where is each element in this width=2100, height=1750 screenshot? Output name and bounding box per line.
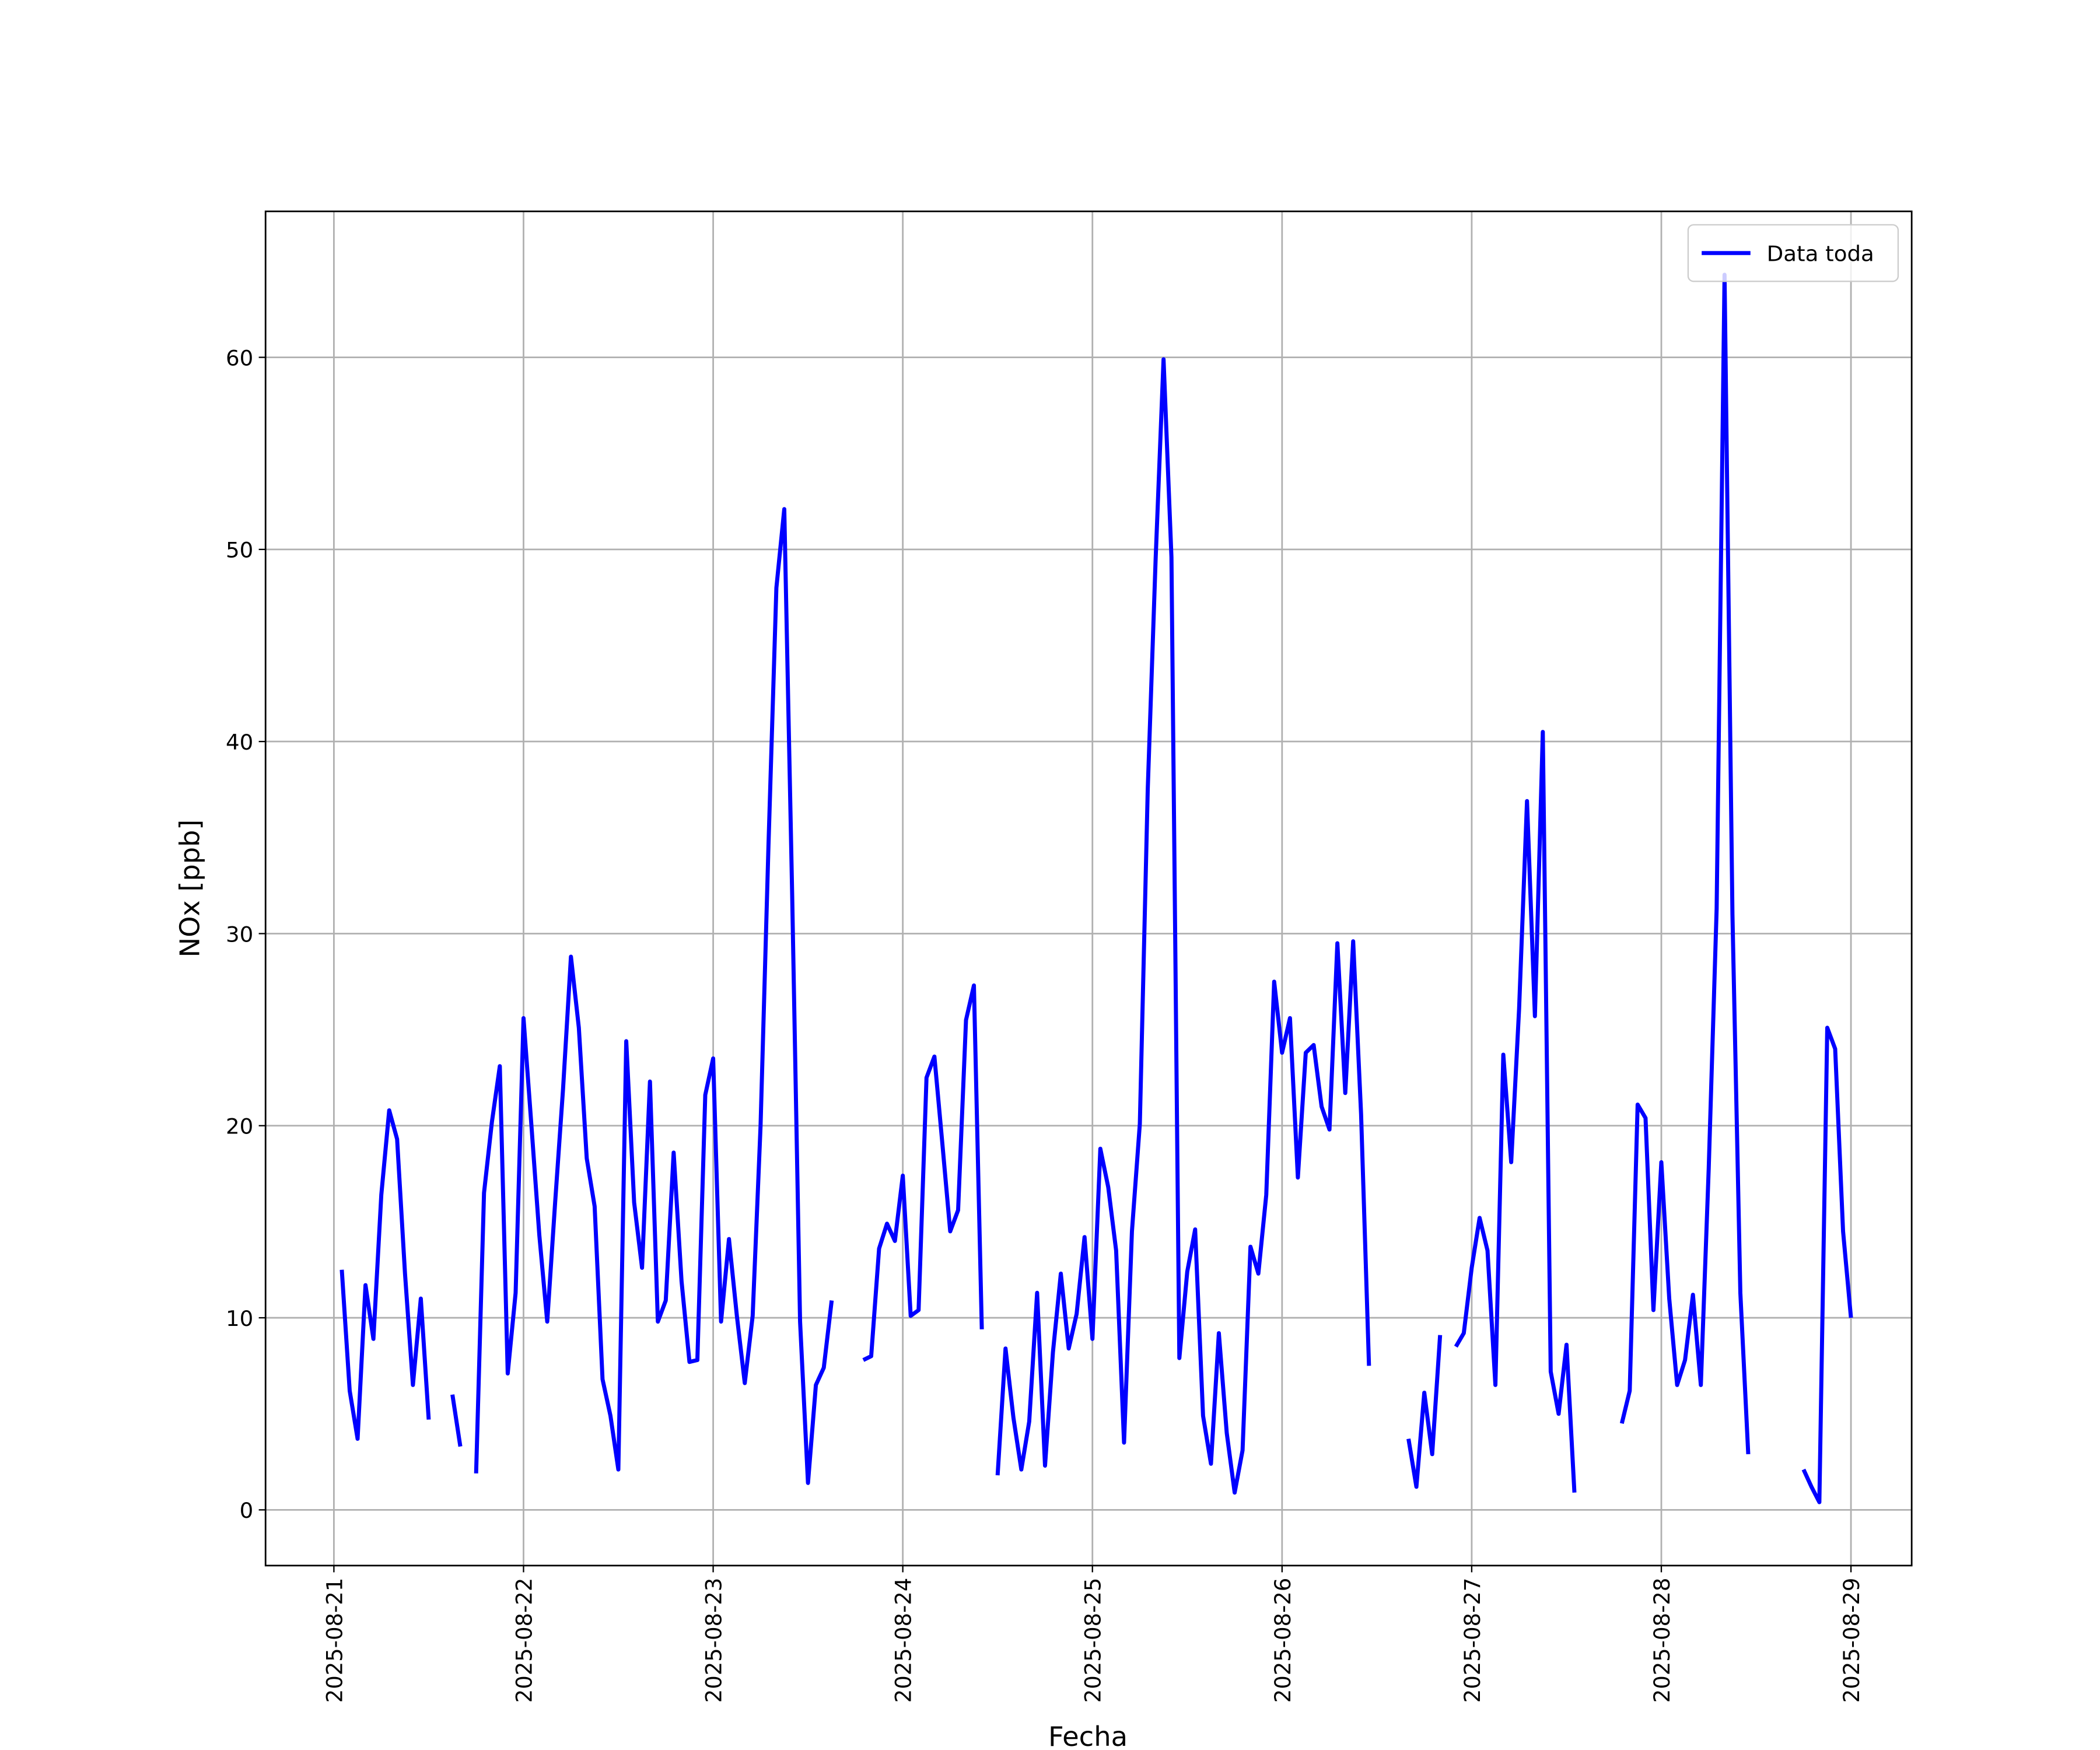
data-line [340,272,1853,1504]
y-tick-label: 0 [240,1498,254,1523]
legend: Data toda [1687,224,1899,282]
y-tick-label: 40 [226,730,253,755]
legend-label: Data toda [1767,242,1874,267]
grid [265,211,1912,1566]
y-tick-label: 50 [226,538,253,563]
x-tick-label: 2025-08-23 [701,1578,726,1703]
x-tick-label: 2025-08-29 [1839,1578,1864,1703]
x-tick-label: 2025-08-22 [512,1578,537,1703]
y-tick-label: 10 [226,1306,253,1331]
x-tick-label: 2025-08-27 [1460,1578,1485,1703]
x-tick-label: 2025-08-25 [1081,1578,1106,1703]
x-tick-label: 2025-08-28 [1650,1578,1675,1703]
x-axis-label: Fecha [1048,1721,1128,1750]
x-tick-label: 2025-08-21 [322,1578,347,1703]
plot-area [340,272,1853,1504]
axes-frame [264,210,1913,1567]
y-axis-label: NOx [ppb] [174,820,205,958]
legend-box [1687,224,1899,282]
y-tick-label: 30 [226,922,253,947]
y-tick-label: 20 [226,1114,253,1139]
x-tick-label: 2025-08-24 [891,1578,916,1703]
x-tick-label: 2025-08-26 [1270,1578,1296,1703]
ticks: 0 10 20 30 40 50 60 2025-08-21 2025-08-22 2025-08… [226,346,1864,1703]
y-tick-label: 60 [226,346,253,371]
